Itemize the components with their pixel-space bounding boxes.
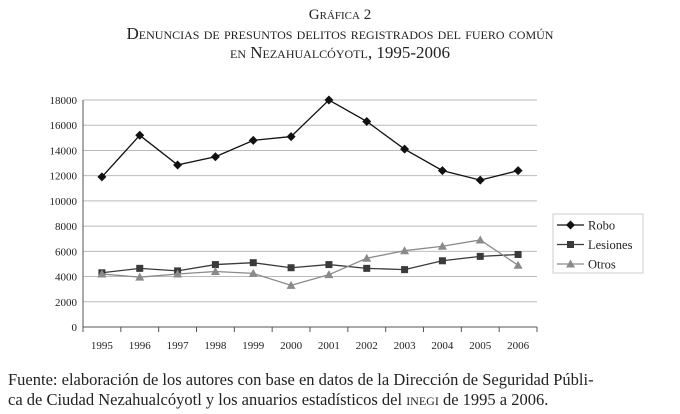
x-tick-label: 2003 bbox=[394, 340, 417, 352]
data-point-robo bbox=[97, 172, 107, 182]
chart-title-line2: en Nezahualcóyotl, 1995-2006 bbox=[229, 43, 450, 62]
data-point-otros bbox=[248, 268, 258, 277]
data-point-otros bbox=[400, 246, 410, 255]
data-point-otros bbox=[362, 253, 372, 262]
legend-marker-otros bbox=[566, 259, 575, 268]
data-point-lesiones bbox=[136, 264, 144, 272]
source-abbrev: inegi bbox=[406, 390, 439, 409]
x-tick-label: 2002 bbox=[356, 340, 378, 352]
source-line1: Fuente: elaboración de los autores con b… bbox=[8, 370, 594, 389]
data-point-otros bbox=[210, 267, 220, 276]
legend-marker-robo bbox=[566, 220, 575, 230]
y-tick-label: 12000 bbox=[50, 171, 78, 183]
data-point-otros bbox=[97, 269, 107, 278]
legend-label-otros: Otros bbox=[588, 258, 616, 272]
x-tick-label: 2005 bbox=[469, 340, 492, 352]
y-tick-label: 6000 bbox=[55, 246, 78, 258]
data-point-lesiones bbox=[514, 250, 522, 258]
data-point-robo bbox=[324, 95, 334, 105]
data-point-lesiones bbox=[287, 264, 295, 272]
chart-title-line1: Denuncias de presuntos delitos registrad… bbox=[126, 24, 554, 43]
data-point-robo bbox=[400, 144, 410, 154]
data-point-lesiones bbox=[249, 259, 257, 267]
y-tick-label: 0 bbox=[72, 322, 78, 334]
y-tick-label: 18000 bbox=[50, 95, 78, 107]
y-tick-label: 2000 bbox=[55, 297, 78, 309]
series-line-robo bbox=[101, 99, 519, 181]
y-tick-label: 10000 bbox=[50, 196, 78, 208]
data-point-robo bbox=[437, 166, 447, 176]
data-point-lesiones bbox=[476, 252, 484, 260]
x-tick-label: 2004 bbox=[431, 340, 454, 352]
data-point-otros bbox=[437, 241, 447, 250]
data-point-otros bbox=[173, 269, 183, 278]
y-tick-label: 14000 bbox=[50, 145, 78, 157]
x-tick-label: 2001 bbox=[318, 340, 340, 352]
data-point-otros bbox=[475, 235, 485, 244]
legend-label-lesiones: Lesiones bbox=[588, 238, 633, 252]
source-note: Fuente: elaboración de los autores con b… bbox=[8, 370, 678, 410]
x-tick-label: 1995 bbox=[91, 340, 114, 352]
x-tick-label: 1997 bbox=[167, 340, 190, 352]
source-text-end: de 1995 a 2006. bbox=[438, 390, 549, 409]
data-point-lesiones bbox=[438, 257, 446, 265]
data-point-robo bbox=[513, 166, 523, 176]
data-point-robo bbox=[173, 160, 183, 170]
x-tick-label: 1999 bbox=[242, 340, 265, 352]
data-point-robo bbox=[475, 175, 485, 185]
data-point-lesiones bbox=[401, 266, 409, 274]
data-point-robo bbox=[210, 152, 220, 162]
figure-label: Gráfica 2 bbox=[308, 7, 372, 23]
source-text: ca de Ciudad Nezahualcóyotl y los anuari… bbox=[8, 390, 407, 409]
legend-marker-lesiones bbox=[567, 241, 574, 248]
series-line-lesiones bbox=[101, 253, 519, 274]
y-tick-label: 16000 bbox=[50, 120, 78, 132]
series-line-otros bbox=[101, 239, 519, 287]
data-point-robo bbox=[135, 130, 145, 140]
y-tick-label: 4000 bbox=[55, 272, 78, 284]
x-tick-label: 2000 bbox=[280, 340, 303, 352]
source-line2: ca de Ciudad Nezahualcóyotl y los anuari… bbox=[8, 390, 678, 410]
data-point-lesiones bbox=[363, 264, 371, 272]
data-point-otros bbox=[135, 272, 145, 281]
legend-label-robo: Robo bbox=[588, 219, 615, 233]
data-point-otros bbox=[513, 260, 523, 269]
data-point-robo bbox=[286, 132, 296, 142]
data-point-otros bbox=[286, 280, 296, 289]
x-tick-label: 1996 bbox=[129, 340, 152, 352]
data-point-lesiones bbox=[211, 261, 219, 269]
data-point-otros bbox=[324, 270, 334, 279]
data-point-robo bbox=[362, 116, 372, 126]
data-point-robo bbox=[248, 135, 258, 145]
data-point-lesiones bbox=[325, 261, 333, 269]
x-tick-label: 2006 bbox=[507, 340, 530, 352]
x-tick-label: 1998 bbox=[204, 340, 227, 352]
y-tick-label: 8000 bbox=[55, 221, 78, 233]
